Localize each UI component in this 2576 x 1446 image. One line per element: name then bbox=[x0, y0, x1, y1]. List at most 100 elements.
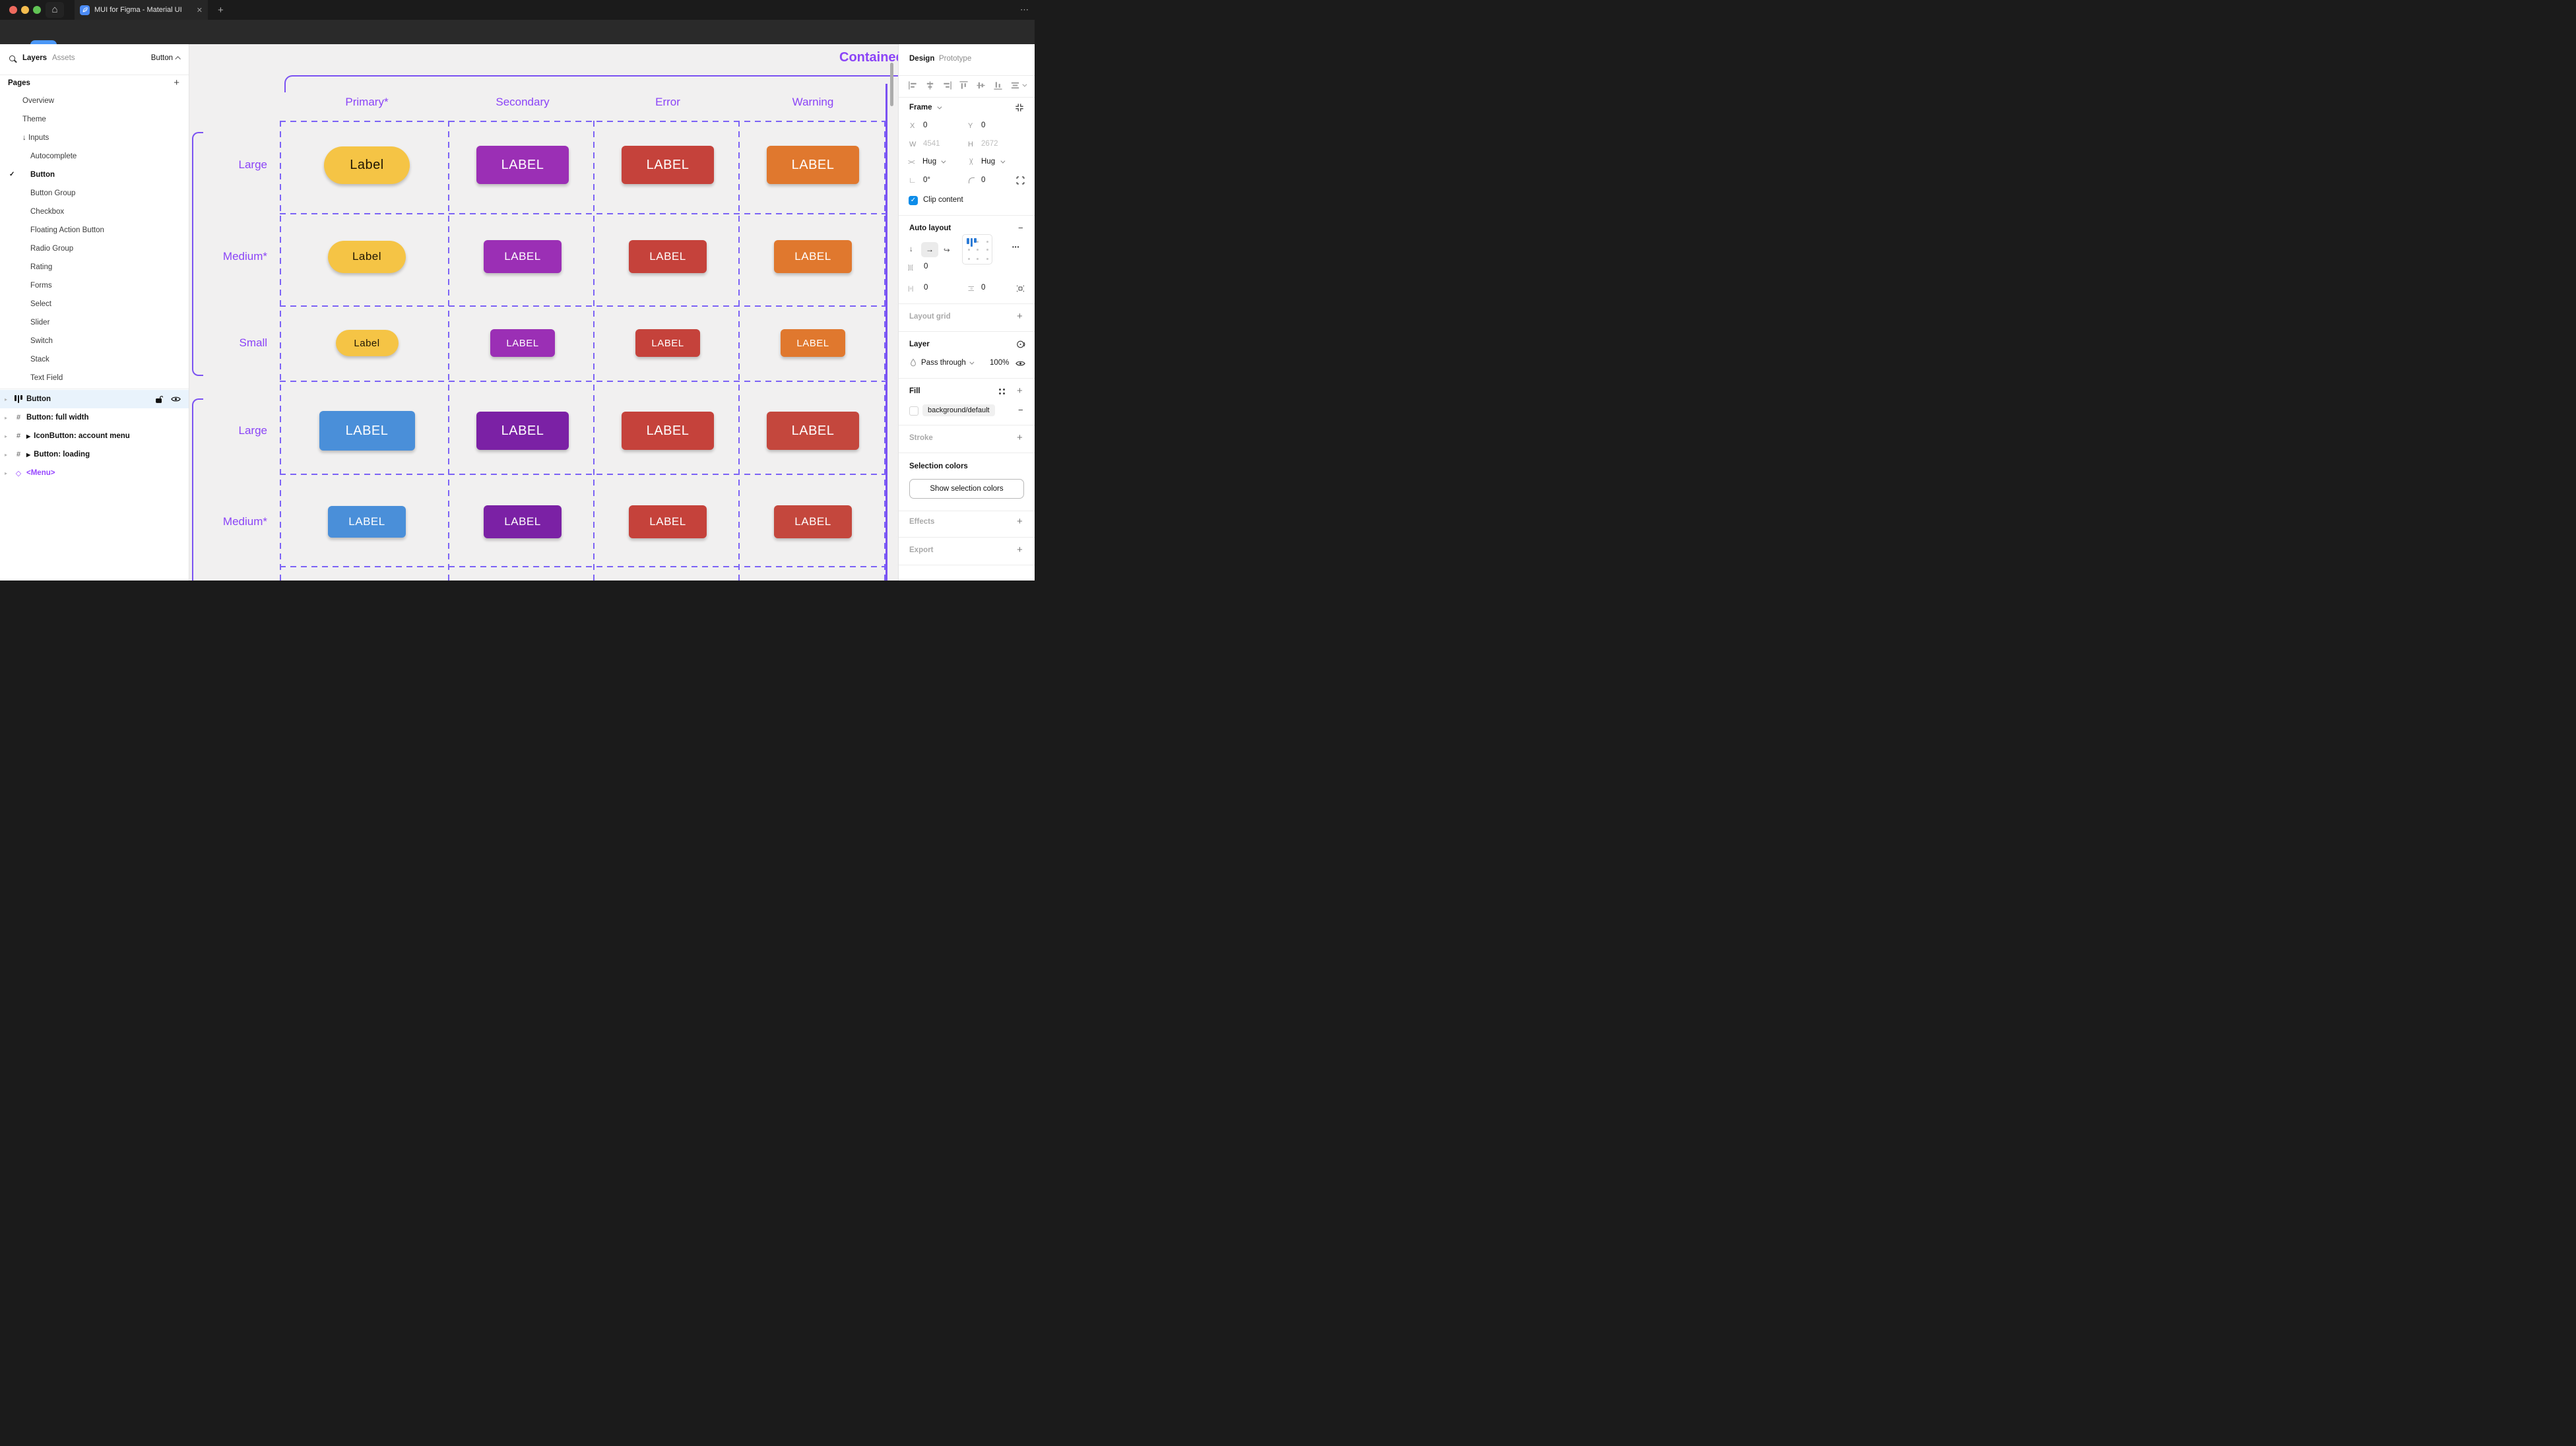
canvas-button[interactable]: LABEL bbox=[490, 329, 555, 357]
auto-layout-wrap-icon[interactable]: ↩ bbox=[944, 245, 950, 255]
vertical-padding-input[interactable]: 0 bbox=[981, 284, 985, 292]
add-export-icon[interactable]: + bbox=[1017, 544, 1023, 555]
expand-caret-icon[interactable]: ▸ bbox=[5, 415, 7, 421]
file-tab[interactable]: MUI for Figma - Material UI ✕ bbox=[75, 0, 208, 20]
blend-mode-icon[interactable] bbox=[1016, 340, 1025, 349]
canvas-button[interactable]: LABEL bbox=[774, 505, 852, 538]
page-item[interactable]: Slider bbox=[0, 313, 189, 332]
page-item[interactable]: Autocomplete bbox=[0, 147, 189, 166]
canvas-button[interactable]: LABEL bbox=[629, 505, 707, 538]
align-vertical-center-icon[interactable] bbox=[976, 80, 986, 90]
maximize-window-light[interactable] bbox=[33, 6, 41, 14]
layer-row[interactable]: ▸#Button: full width bbox=[0, 408, 189, 427]
corner-radius-input[interactable]: 0 bbox=[981, 176, 985, 184]
new-tab-icon[interactable]: + bbox=[218, 5, 224, 16]
tab-prototype[interactable]: Prototype bbox=[939, 55, 971, 63]
chevron-down-icon[interactable] bbox=[941, 159, 946, 164]
close-window-light[interactable] bbox=[9, 6, 17, 14]
tab-design[interactable]: Design bbox=[909, 55, 934, 63]
minimize-window-light[interactable] bbox=[21, 6, 29, 14]
page-item[interactable]: Button Group bbox=[0, 184, 189, 203]
eye-icon[interactable] bbox=[1015, 360, 1025, 367]
align-right-icon[interactable] bbox=[942, 80, 952, 90]
expand-caret-icon[interactable]: ▸ bbox=[5, 470, 7, 476]
shrink-icon[interactable] bbox=[1015, 103, 1024, 112]
page-item[interactable]: Overview bbox=[0, 92, 189, 110]
canvas-button[interactable]: LABEL bbox=[484, 505, 562, 538]
fill-styles-icon[interactable] bbox=[999, 389, 1001, 391]
eye-icon[interactable] bbox=[171, 395, 181, 403]
canvas-button[interactable]: Label bbox=[328, 241, 406, 273]
canvas-button[interactable]: LABEL bbox=[622, 146, 714, 184]
remove-auto-layout-icon[interactable]: − bbox=[1018, 223, 1023, 233]
canvas-button[interactable]: LABEL bbox=[629, 240, 707, 273]
independent-corners-icon[interactable] bbox=[1016, 176, 1025, 185]
align-horizontal-center-icon[interactable] bbox=[925, 80, 935, 90]
canvas-button[interactable]: LABEL bbox=[774, 240, 852, 273]
page-item[interactable]: Forms bbox=[0, 276, 189, 295]
frame-title[interactable]: Contained bbox=[839, 50, 898, 65]
align-left-icon[interactable] bbox=[908, 80, 918, 90]
home-icon[interactable]: ⌂ bbox=[46, 2, 64, 18]
page-item[interactable]: Theme bbox=[0, 110, 189, 129]
canvas-button[interactable]: LABEL bbox=[622, 412, 714, 450]
expand-caret-icon[interactable]: ▸ bbox=[5, 396, 7, 402]
close-tab-icon[interactable]: ✕ bbox=[197, 6, 203, 15]
canvas-button[interactable]: LABEL bbox=[484, 240, 562, 273]
canvas-button[interactable]: LABEL bbox=[476, 412, 569, 450]
distribute-menu-button[interactable] bbox=[1010, 80, 1025, 90]
canvas-button[interactable]: LABEL bbox=[328, 506, 406, 538]
rotation-input[interactable]: 0° bbox=[923, 176, 930, 184]
add-page-icon[interactable]: + bbox=[174, 77, 179, 88]
canvas[interactable]: Contained Primary* Secondary Error Warni… bbox=[189, 44, 898, 581]
selection-breadcrumb[interactable]: Button bbox=[151, 54, 181, 62]
page-item[interactable]: Floating Action Button bbox=[0, 221, 189, 239]
canvas-button[interactable]: LABEL bbox=[476, 146, 569, 184]
tab-layers[interactable]: Layers bbox=[22, 54, 47, 62]
canvas-button[interactable]: LABEL bbox=[767, 412, 859, 450]
fill-color-swatch[interactable] bbox=[909, 406, 918, 416]
canvas-button[interactable]: Label bbox=[324, 146, 410, 184]
page-item[interactable]: Stack bbox=[0, 350, 189, 369]
width-input[interactable]: 4541 bbox=[923, 140, 940, 148]
page-item[interactable]: Switch bbox=[0, 332, 189, 350]
page-item[interactable]: ↓ Inputs bbox=[0, 129, 189, 147]
individual-padding-icon[interactable] bbox=[1016, 284, 1025, 293]
height-input[interactable]: 2672 bbox=[981, 140, 998, 148]
window-overflow-icon[interactable]: ⋯ bbox=[1020, 5, 1029, 15]
add-fill-icon[interactable]: + bbox=[1017, 385, 1023, 396]
tab-assets[interactable]: Assets bbox=[52, 54, 75, 62]
auto-layout-alignment-widget[interactable] bbox=[962, 234, 992, 265]
add-effect-icon[interactable]: + bbox=[1017, 516, 1023, 527]
show-selection-colors-button[interactable]: Show selection colors bbox=[909, 479, 1024, 499]
gap-input[interactable]: 0 bbox=[924, 263, 928, 270]
blend-mode-dropdown[interactable]: Pass through bbox=[921, 359, 966, 367]
page-item[interactable]: Rating bbox=[0, 258, 189, 276]
canvas-scrollbar[interactable] bbox=[890, 63, 893, 106]
remove-fill-icon[interactable]: − bbox=[1018, 405, 1023, 415]
fill-token-chip[interactable]: background/default bbox=[922, 404, 995, 416]
page-item[interactable]: ✓Button bbox=[0, 166, 189, 184]
vertical-sizing-dropdown[interactable]: Hug bbox=[981, 158, 995, 166]
unlock-icon[interactable] bbox=[155, 395, 163, 404]
chevron-down-icon[interactable] bbox=[1000, 159, 1005, 164]
clip-content-checkbox[interactable]: ✓ bbox=[909, 196, 918, 205]
auto-layout-horizontal-icon[interactable]: → bbox=[921, 242, 938, 257]
x-input[interactable]: 0 bbox=[923, 121, 927, 129]
canvas-button[interactable]: LABEL bbox=[767, 146, 859, 184]
canvas-button[interactable]: LABEL bbox=[635, 329, 700, 357]
layer-row[interactable]: ▸◇<Menu> bbox=[0, 464, 189, 482]
frame-section-header[interactable]: Frame bbox=[909, 104, 940, 111]
horizontal-padding-input[interactable]: 0 bbox=[924, 284, 928, 292]
auto-layout-more-icon[interactable]: ••• bbox=[1012, 244, 1019, 250]
page-item[interactable]: Text Field bbox=[0, 369, 189, 387]
canvas-button[interactable]: Label bbox=[336, 330, 399, 356]
y-input[interactable]: 0 bbox=[981, 121, 985, 129]
page-item[interactable]: Radio Group bbox=[0, 239, 189, 258]
canvas-button[interactable]: LABEL bbox=[781, 329, 845, 357]
horizontal-sizing-dropdown[interactable]: Hug bbox=[922, 158, 936, 166]
layer-row[interactable]: ▸Button bbox=[0, 390, 189, 408]
auto-layout-vertical-icon[interactable]: ↓ bbox=[909, 245, 913, 253]
page-item[interactable]: Checkbox bbox=[0, 203, 189, 221]
align-bottom-icon[interactable] bbox=[993, 80, 1003, 90]
